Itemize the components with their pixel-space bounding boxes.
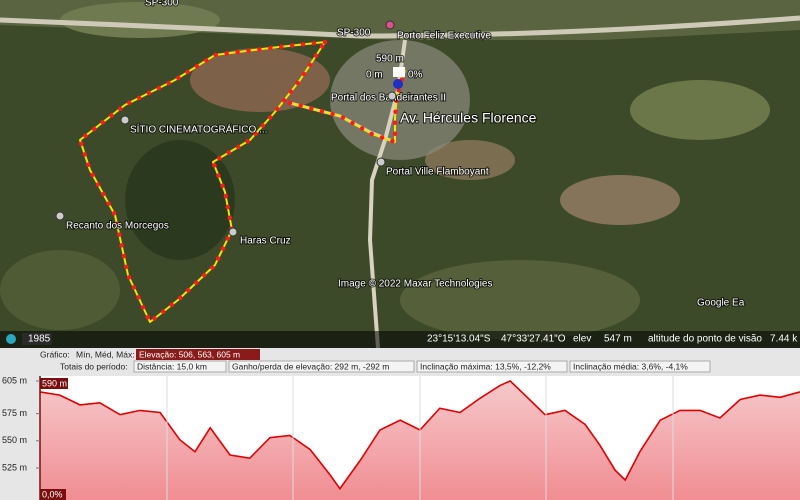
distance: Distância: 15,0 km [137, 361, 207, 371]
y-tick-label: 605 m [2, 375, 27, 385]
cursor-slope: 0,0% [42, 489, 63, 499]
y-tick-label: 550 m [2, 435, 27, 445]
street-label: Av. Hércules Florence [400, 110, 537, 126]
place-label: Portal Ville Flamboyant [386, 167, 489, 178]
eye-alt: 7.44 k [770, 334, 798, 345]
cursor-elevation: 590 m [42, 378, 67, 388]
stat-cell [569, 360, 711, 373]
route[interactable] [77, 39, 408, 325]
year-badge[interactable] [22, 333, 52, 345]
marker-badge [393, 67, 405, 77]
marker-distance: 0 m [366, 70, 383, 81]
copyright: Image © 2022 Maxar Technologies [338, 279, 493, 290]
gain-loss: Ganho/perda de elevação: 292 m, -292 m [232, 361, 389, 371]
latitude: 23°15'13.04"S [427, 334, 491, 345]
place-label: SÍTIO CINEMATOGRÁFICO ... [130, 123, 267, 136]
cursor-slope-box [40, 489, 66, 500]
place-label: Recanto dos Morcegos [66, 221, 169, 232]
marker-slope: 0% [408, 70, 423, 81]
elevation-stats: Elevação: 506, 563, 605 m [139, 349, 240, 359]
longitude: 47°33'27.41"O [501, 334, 566, 345]
place-label: Haras Cruz [240, 236, 291, 247]
position-marker [393, 79, 403, 89]
status-bar [0, 331, 800, 348]
elevation-line [39, 380, 800, 491]
y-tick-label: 575 m [2, 408, 27, 418]
y-tick-label: 525 m [2, 462, 27, 472]
cursor-elevation-box [40, 378, 68, 389]
stat-cell [228, 360, 415, 373]
history-icon[interactable] [6, 334, 16, 344]
google-earth-logo: Google Ea [697, 298, 745, 309]
eye-alt-label: altitude do ponto de visão [648, 334, 762, 345]
elev-label: elev [573, 334, 591, 345]
stat-cell [133, 360, 227, 373]
stat-cell [416, 360, 568, 373]
road-label: SP-300 [337, 28, 371, 39]
distance-grid [166, 376, 674, 500]
place-label: Porto Feliz Executive [397, 31, 491, 42]
place-pins [55, 20, 397, 237]
totals-label: Totais do período: [60, 361, 128, 371]
elevation-stat-box[interactable] [136, 349, 260, 360]
stats-label: Mín, Méd, Máx: [76, 349, 135, 359]
max-slope: Inclinação máxima: 13,5%, -12,2% [420, 361, 551, 371]
satellite-map[interactable] [0, 0, 800, 349]
elevation: 547 m [604, 334, 632, 345]
imagery-year: 1985 [28, 334, 51, 345]
avg-slope: Inclinação média: 3,6%, -4,1% [573, 361, 688, 371]
marker-elevation: 590 m [376, 54, 404, 65]
graph-label: Gráfico: [40, 349, 70, 359]
road-label: SP-300 [145, 0, 179, 9]
